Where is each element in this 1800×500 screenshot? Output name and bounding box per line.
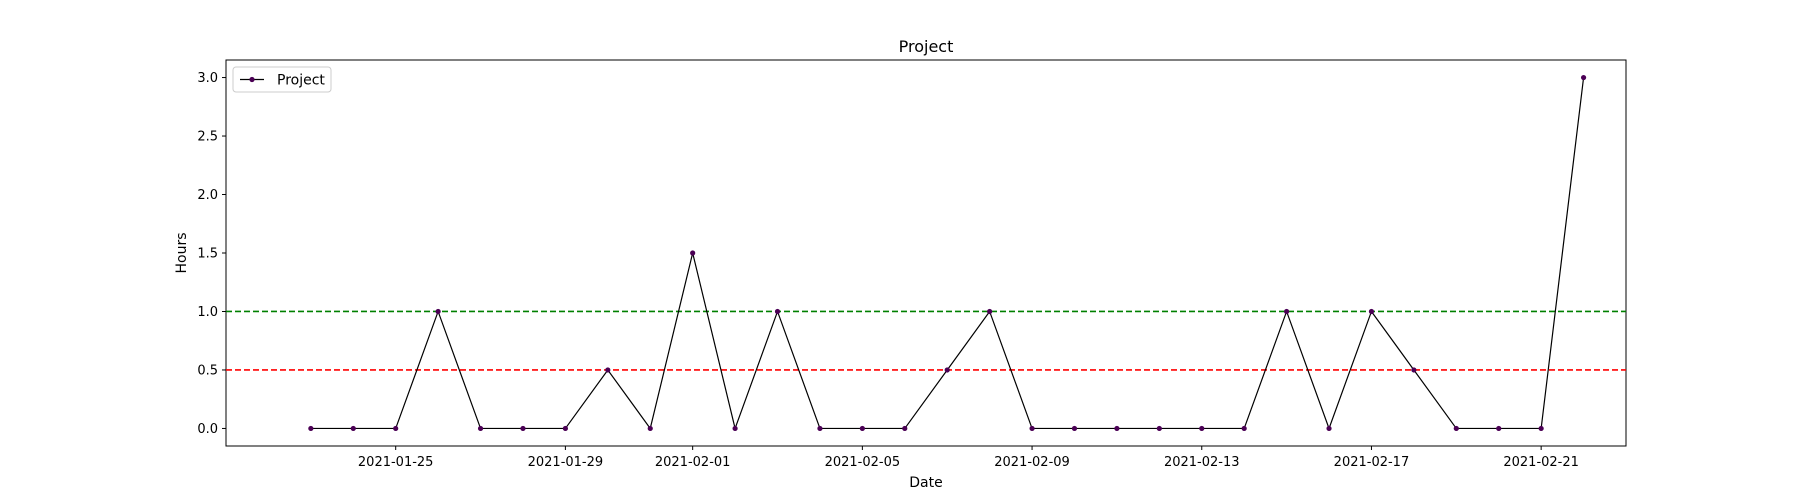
- legend-box: [232, 66, 332, 93]
- data-point: [732, 425, 738, 432]
- data-point: [1326, 425, 1332, 432]
- y-tick-label: 0.0: [197, 422, 218, 437]
- data-point: [859, 425, 865, 432]
- y-tick-label: 2.0: [197, 188, 218, 203]
- data-point: [1453, 425, 1459, 432]
- data-point: [690, 250, 696, 256]
- data-point: [1538, 425, 1544, 432]
- y-tick-label: 2.5: [197, 130, 218, 145]
- data-point: [605, 367, 611, 373]
- chart-title: Project: [899, 37, 954, 56]
- x-tick-label: 2021-02-09: [994, 455, 1070, 470]
- data-point: [1368, 308, 1375, 315]
- data-point: [393, 425, 399, 432]
- y-axis: 0.0 0.5 1.0 1.5 2.0 2.5 3.0: [197, 71, 226, 437]
- data-point: [902, 425, 908, 432]
- data-point: [520, 425, 526, 432]
- legend: Project: [232, 66, 332, 93]
- legend-marker: [249, 76, 255, 83]
- x-tick-label: 2021-01-29: [528, 455, 604, 470]
- data-point: [817, 425, 823, 432]
- x-tick-label: 2021-01-25: [358, 455, 434, 470]
- data-point: [1199, 425, 1205, 432]
- x-axis-label: Date: [909, 475, 942, 491]
- data-point: [562, 425, 568, 432]
- data-point: [308, 425, 314, 432]
- data-point: [1114, 425, 1120, 432]
- x-tick-label: 2021-02-21: [1503, 455, 1579, 470]
- y-tick-label: 1.0: [197, 305, 218, 320]
- data-point: [1496, 425, 1502, 432]
- y-axis-label: Hours: [174, 232, 190, 273]
- x-tick-label: 2021-02-17: [1334, 455, 1410, 470]
- data-point: [944, 367, 950, 373]
- legend-label: Project: [277, 73, 325, 89]
- data-point: [1284, 308, 1290, 315]
- data-point: [350, 425, 356, 432]
- data-point: [477, 425, 484, 432]
- data-point: [647, 425, 653, 432]
- data-point: [1156, 425, 1162, 432]
- series-layer: [308, 74, 1587, 432]
- data-point: [987, 308, 993, 315]
- data-point: [1029, 425, 1035, 432]
- y-tick-label: 1.5: [197, 247, 218, 262]
- x-axis: 2021-01-25 2021-01-29 2021-02-01 2021-02-05…: [358, 446, 1579, 470]
- y-tick-label: 3.0: [197, 71, 218, 86]
- data-point: [1411, 367, 1417, 373]
- data-point: [1580, 74, 1587, 81]
- series-line: [310, 77, 1585, 431]
- y-tick-label: 0.5: [197, 363, 218, 378]
- x-tick-label: 2021-02-01: [655, 455, 731, 470]
- x-tick-label: 2021-02-13: [1164, 455, 1240, 470]
- data-point: [774, 308, 781, 315]
- x-tick-label: 2021-02-05: [825, 455, 901, 470]
- data-point: [1071, 425, 1078, 432]
- data-point: [435, 308, 441, 315]
- plot-area: [225, 59, 1627, 447]
- data-point: [1241, 425, 1247, 432]
- reference-lines: [226, 310, 1626, 371]
